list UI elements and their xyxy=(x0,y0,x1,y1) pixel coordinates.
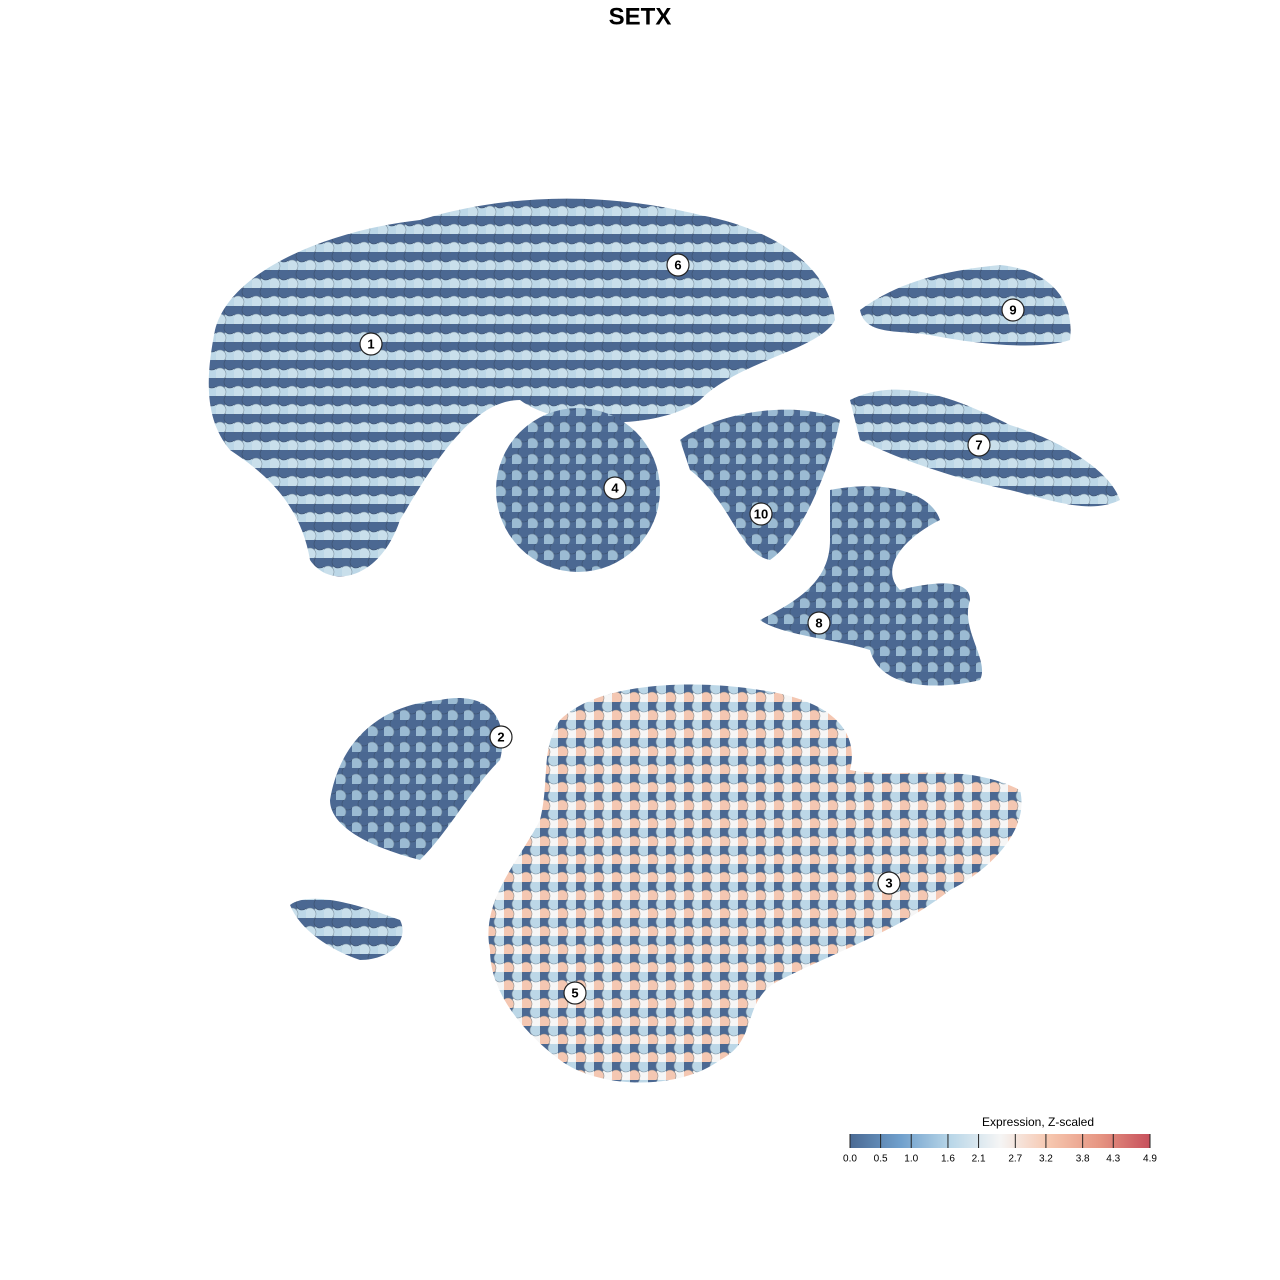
cluster-region xyxy=(208,198,836,577)
cluster-region xyxy=(760,486,983,686)
cluster-marker xyxy=(563,981,587,1005)
colorbar-tick-label: 3.8 xyxy=(1076,1154,1090,1165)
cluster-label: 1 xyxy=(367,336,374,351)
cluster-marker xyxy=(749,502,773,526)
colorbar-tick-label: 1.6 xyxy=(941,1154,955,1165)
cluster-marker xyxy=(1001,298,1025,322)
colorbar-tick-label: 2.1 xyxy=(972,1154,986,1165)
cluster-label: 6 xyxy=(674,257,681,272)
cluster-marker xyxy=(807,611,831,635)
colorbar-tick-label: 0.5 xyxy=(874,1154,888,1165)
cluster-region xyxy=(330,698,503,860)
cluster-region xyxy=(488,684,1022,1083)
chart-title: SETX xyxy=(609,3,672,30)
cluster-marker xyxy=(967,433,991,457)
colorbar-tick-label: 4.9 xyxy=(1143,1154,1157,1165)
cluster-region xyxy=(680,409,840,560)
cluster-marker xyxy=(359,332,383,356)
cluster-marker xyxy=(877,871,901,895)
cluster-label: 2 xyxy=(497,729,504,744)
cluster-marker xyxy=(489,725,513,749)
cluster-label: 10 xyxy=(754,506,768,521)
cluster-region xyxy=(496,408,660,572)
cluster-marker xyxy=(666,253,690,277)
colorbar: Expression, Z-scaled 0.0 0.5 1.0 1.6 2.1 2.7 3… xyxy=(843,1115,1157,1164)
cluster-label: 9 xyxy=(1009,302,1016,317)
colorbar-title: Expression, Z-scaled xyxy=(982,1115,1094,1129)
colorbar-bar xyxy=(850,1134,1150,1148)
cluster-region xyxy=(860,265,1071,346)
cluster-label: 5 xyxy=(571,985,578,1000)
colorbar-tick-label: 4.3 xyxy=(1106,1154,1120,1165)
cell-cloud xyxy=(208,198,1120,1083)
colorbar-tick-label: 1.0 xyxy=(904,1154,918,1165)
colorbar-tick-label: 2.7 xyxy=(1008,1154,1022,1165)
cluster-label: 3 xyxy=(885,875,892,890)
colorbar-tick-label: 3.2 xyxy=(1039,1154,1053,1165)
cluster-label: 8 xyxy=(815,615,822,630)
cluster-label: 4 xyxy=(611,480,619,495)
cluster-region xyxy=(290,898,403,960)
cluster-labels: 1 2 3 4 5 6 7 8 9 10 xyxy=(359,253,1025,1005)
cluster-marker xyxy=(603,476,627,500)
colorbar-tick-label: 0.0 xyxy=(843,1154,857,1165)
cluster-label: 7 xyxy=(975,437,982,452)
